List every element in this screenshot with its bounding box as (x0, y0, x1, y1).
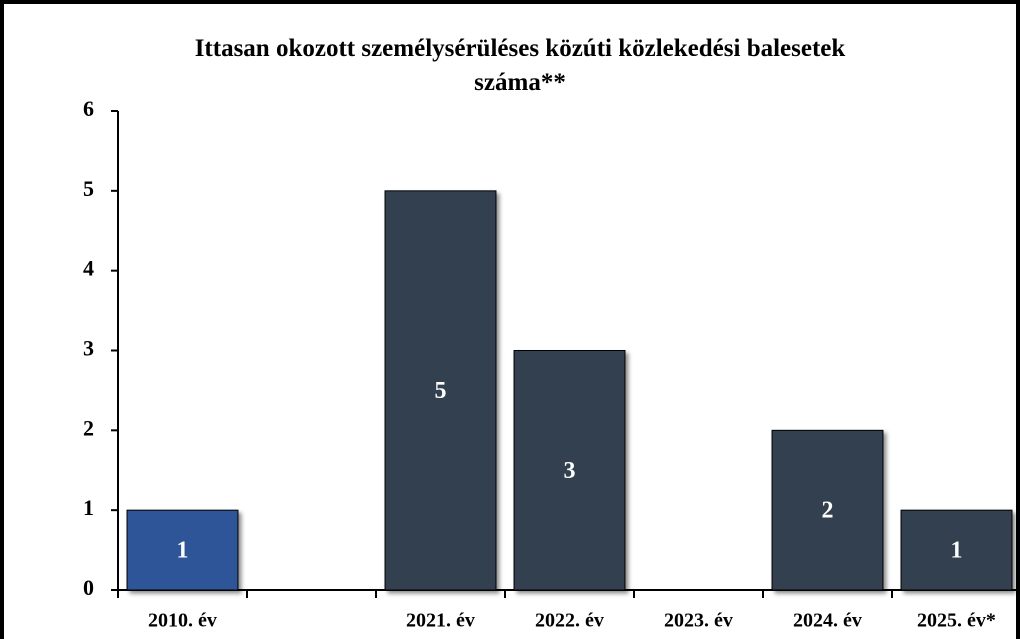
bar (384, 190, 497, 591)
bar (900, 509, 1013, 591)
x-tick-label: 2022. év (535, 610, 604, 632)
data-label: 1 (177, 538, 189, 564)
bar (126, 509, 239, 591)
y-tick-label: 6 (83, 96, 94, 121)
data-label: 1 (951, 538, 963, 564)
data-label: 5 (435, 378, 447, 404)
bar (513, 350, 626, 591)
x-tick-label: 2024. év (793, 610, 862, 632)
y-tick-label: 1 (83, 495, 94, 520)
chart-title: Ittasan okozott személysérüléses közúti … (194, 35, 846, 96)
y-tick-label: 0 (83, 575, 94, 600)
bar (771, 429, 884, 591)
y-tick-label: 3 (83, 336, 94, 361)
x-tick-label: 2010. év (148, 610, 217, 632)
x-tick-label: 2021. év (406, 610, 475, 632)
data-label: 3 (564, 458, 576, 484)
x-tick-label: 2023. év (664, 610, 733, 632)
x-tick-label: 2025. év* (917, 610, 996, 632)
data-label: 2 (822, 498, 834, 524)
y-tick-label: 2 (83, 415, 94, 440)
y-tick-label: 5 (83, 176, 94, 201)
y-tick-label: 4 (83, 256, 94, 281)
